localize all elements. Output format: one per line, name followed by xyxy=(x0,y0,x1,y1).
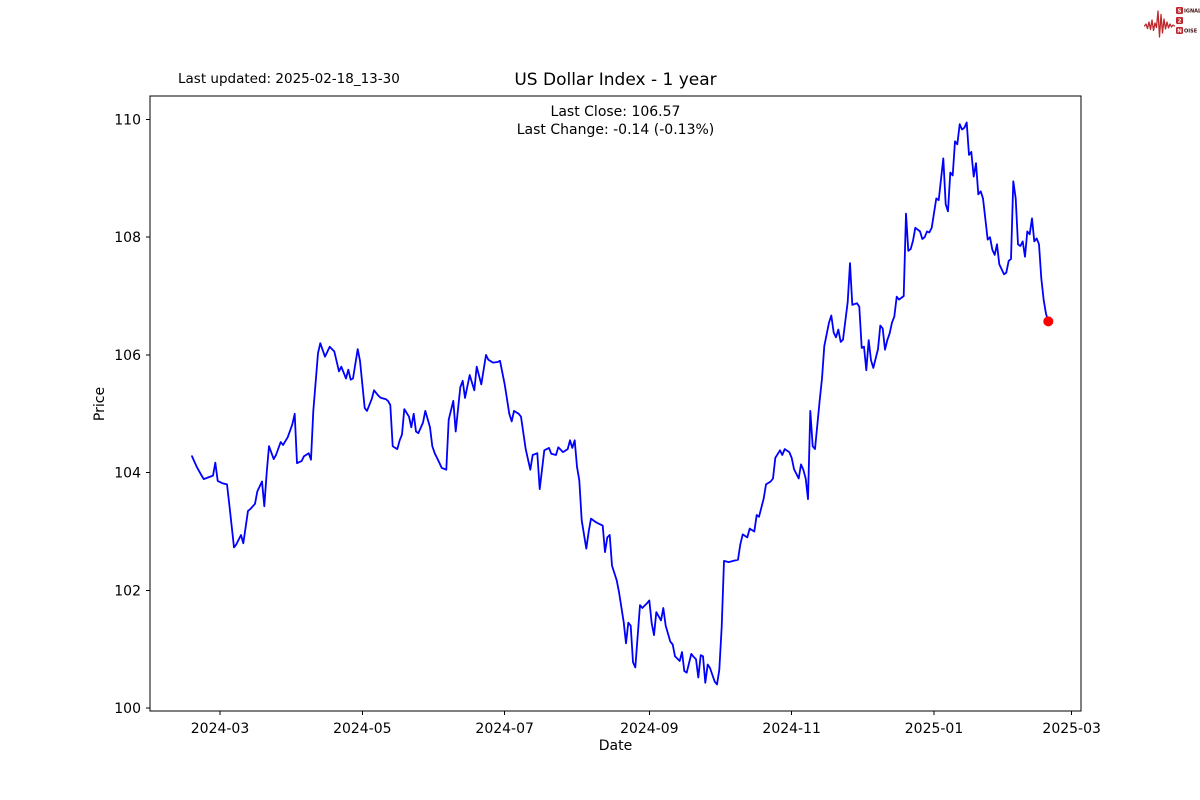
logo-wordmark: S IGNAL 2 N OISE xyxy=(1176,7,1200,35)
logo-n-letter: N xyxy=(1177,29,1182,35)
x-tick-label: 2024-05 xyxy=(333,721,392,737)
last-updated-text: Last updated: 2025-02-18_13-30 xyxy=(178,71,400,87)
y-tick-label: 104 xyxy=(114,466,141,482)
x-tick-label: 2025-01 xyxy=(905,721,964,737)
x-tick-label: 2025-03 xyxy=(1042,721,1101,737)
x-axis-label: Date xyxy=(598,738,633,754)
chart-title: US Dollar Index - 1 year xyxy=(514,70,717,90)
logo-signal-text: IGNAL xyxy=(1184,9,1200,15)
signal2noise-logo: S IGNAL 2 N OISE xyxy=(1144,7,1200,38)
logo-2-box xyxy=(1176,17,1183,24)
y-tick-label: 110 xyxy=(114,113,141,129)
x-tick-label: 2024-07 xyxy=(475,721,534,737)
y-tick-label: 106 xyxy=(114,348,141,364)
y-tick-label: 100 xyxy=(114,701,141,717)
logo-noise-text: OISE xyxy=(1184,29,1198,35)
logo-2-letter: 2 xyxy=(1178,19,1182,25)
logo-s-box xyxy=(1176,7,1183,14)
x-tick-label: 2024-03 xyxy=(191,721,250,737)
logo-waveform-icon xyxy=(1144,10,1176,38)
last-change-text: Last Change: -0.14 (-0.13%) xyxy=(516,122,715,138)
y-tick-label: 102 xyxy=(114,583,141,599)
plot-border xyxy=(149,95,1082,712)
last-close-text: Last Close: 106.57 xyxy=(550,104,681,120)
last-price-dot xyxy=(1043,316,1054,327)
price-line xyxy=(191,121,1050,686)
logo-s-letter: S xyxy=(1178,9,1182,15)
logo-n-box xyxy=(1176,27,1183,34)
x-tick-label: 2024-09 xyxy=(620,721,679,737)
x-tick-label: 2024-11 xyxy=(762,721,821,737)
y-tick-label: 108 xyxy=(114,230,141,246)
